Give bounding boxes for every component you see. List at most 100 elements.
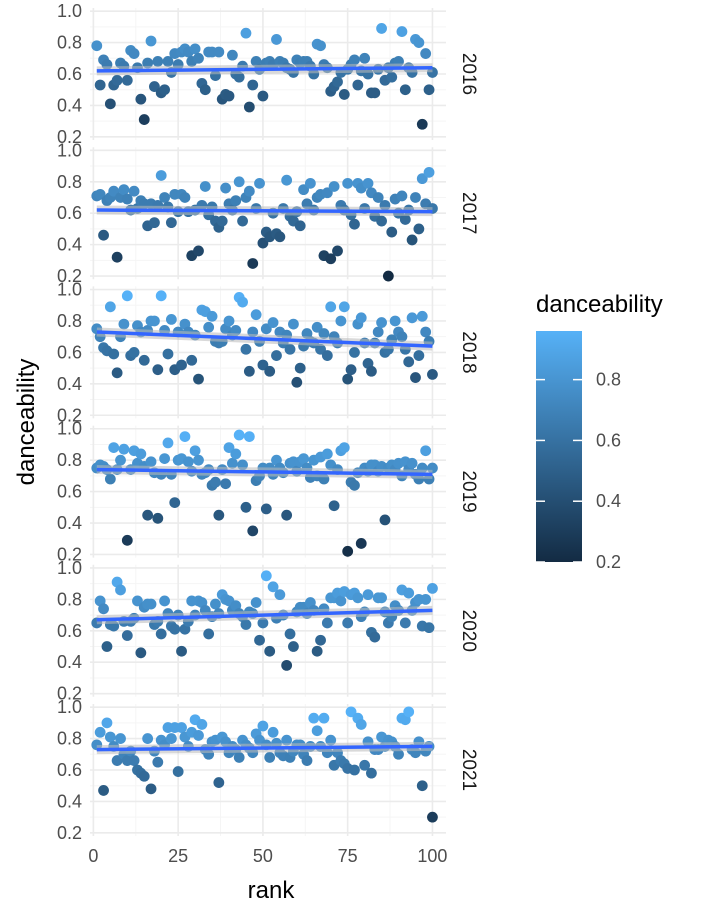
data-point [159,596,170,607]
y-tick-label: 0.2 [57,823,82,843]
data-point [376,216,387,227]
data-point [335,596,346,607]
data-point [156,170,167,181]
data-point [176,360,187,371]
data-point [213,777,224,788]
data-point [285,344,296,355]
facet-panel-2021: 0.2 0.4 0.6 0.8 1.0 2021 [57,697,479,843]
data-point [159,84,170,95]
trend-line [97,210,433,212]
y-tick-label: 0.8 [57,450,82,470]
data-point [369,632,380,643]
data-point [322,618,333,629]
data-point [356,538,367,549]
data-point [152,56,163,67]
data-point [98,785,109,796]
data-point [376,317,387,328]
data-point [166,217,177,228]
facet-strip-label: 2017 [458,192,479,234]
data-point [105,301,116,312]
data-point [424,622,435,633]
data-point [397,191,408,202]
data-point [403,706,414,717]
data-point [139,114,150,125]
data-point [241,28,252,39]
data-point [146,456,157,467]
data-point [224,316,235,327]
y-tick-label: 1.0 [57,419,82,439]
data-point [329,181,340,192]
data-point [383,271,394,282]
data-point [308,713,319,724]
data-point [135,448,146,459]
facet-panel-2018: 0.20.40.60.81.02018 [57,280,479,426]
data-point [346,364,357,375]
data-point [342,178,353,189]
data-point [322,350,333,361]
data-point [234,752,245,763]
data-point [315,635,326,646]
data-point [173,766,184,777]
data-point [427,583,438,594]
data-point [356,312,367,323]
data-point [119,184,130,195]
data-point [420,327,431,338]
y-tick-label: 0.8 [57,589,82,609]
y-tick-label: 0.4 [57,374,82,394]
data-point [254,635,265,646]
data-point [386,72,397,83]
data-point [193,53,204,64]
data-point [376,592,387,603]
data-point [359,53,370,64]
facet-strip-label: 2016 [458,53,479,95]
data-point [380,514,391,525]
data-point [105,732,116,743]
data-point [203,629,214,640]
data-point [339,442,350,453]
data-point [149,316,160,327]
data-point [420,594,431,605]
data-point [129,186,140,197]
data-point [413,224,424,235]
data-point [325,301,336,312]
data-point [305,178,316,189]
facet-strip-label: 2021 [458,749,479,791]
data-point [264,646,275,657]
x-tick-label: 25 [168,846,188,866]
data-point [166,733,177,744]
y-tick-label: 0.8 [57,729,82,749]
data-point [261,503,272,514]
data-point [129,347,140,358]
data-point [251,309,262,320]
data-point [281,660,292,671]
data-point [410,192,421,203]
data-point [241,344,252,355]
data-point [220,183,231,194]
data-point [407,458,418,469]
data-point [403,588,414,599]
data-point [152,513,163,524]
data-point [98,603,109,614]
facet-panel-2020: 0.2 0.4 0.6 0.8 1.0 2020 [57,558,479,704]
data-point [203,322,214,333]
data-point [156,629,167,640]
y-tick-label: 0.8 [57,311,82,331]
data-point [366,768,377,779]
data-point [230,448,241,459]
data-point [169,497,180,508]
data-point [166,314,177,325]
data-point [322,448,333,459]
x-axis-title: rank [248,877,296,904]
data-point [139,771,150,782]
data-point [342,374,353,385]
data-point [352,80,363,91]
data-point [342,546,353,557]
data-point [210,477,221,488]
x-tick-label: 50 [253,846,273,866]
data-point [142,733,153,744]
data-point [335,316,346,327]
data-point [112,367,123,378]
data-point [366,366,377,377]
data-point [268,727,279,738]
data-point [417,311,428,322]
